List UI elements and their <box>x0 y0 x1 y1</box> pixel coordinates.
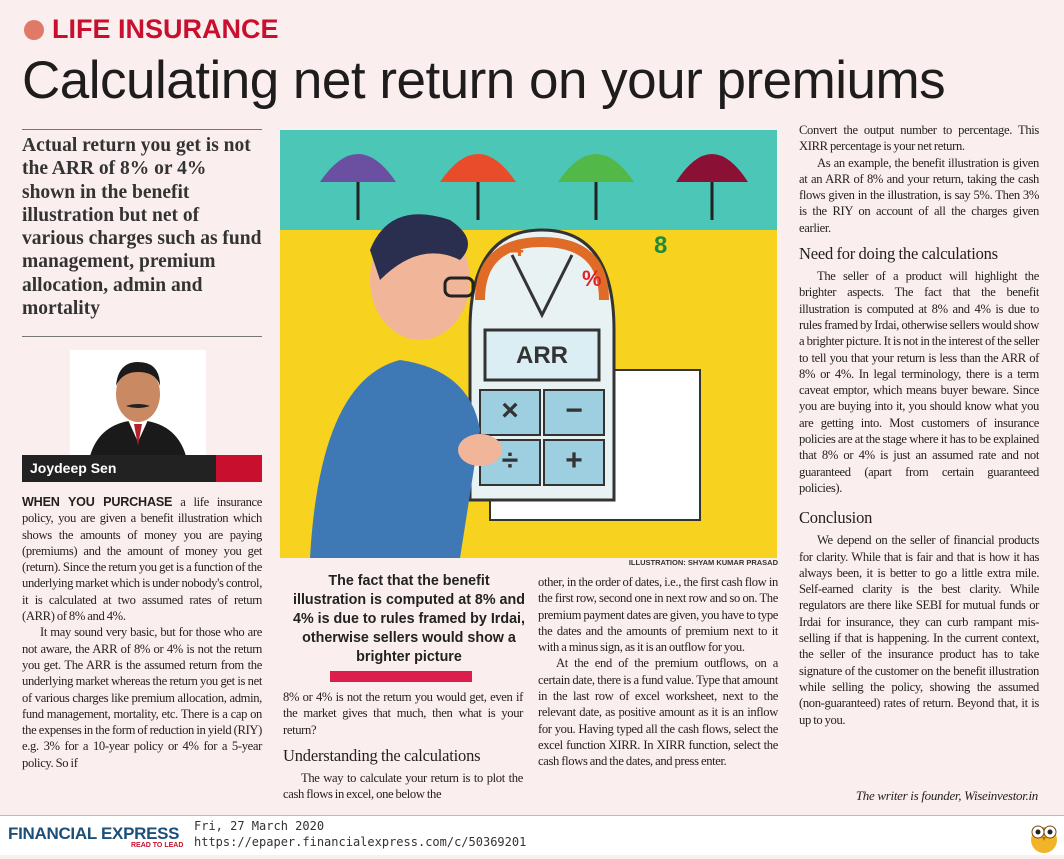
subheading: Need for doing the calculations <box>799 244 998 264</box>
umbrella-icon <box>440 154 516 220</box>
paragraph: We depend on the seller of financial pro… <box>799 533 1039 727</box>
plus-key-icon: + <box>565 444 583 477</box>
footer-meta: Fri, 27 March 2020 https://epaper.financ… <box>194 818 526 850</box>
paragraph: The way to calculate your return is to p… <box>283 770 523 802</box>
paragraph: 8% or 4% is not the return you would get… <box>283 690 523 737</box>
illustration-credit: ILLUSTRATION: SHYAM KUMAR PRASAD <box>628 558 778 567</box>
illustration: 4 8 % ARR × − ÷ + <box>280 130 777 558</box>
gauge-high-label: 8 <box>654 232 668 259</box>
paragraph: It may sound very basic, but for those w… <box>22 625 262 770</box>
divide-key-icon: ÷ <box>501 444 519 477</box>
umbrella-icon <box>320 154 396 220</box>
divider <box>22 129 262 130</box>
paragraph: The seller of a product will highlight t… <box>799 269 1039 495</box>
subheading: Conclusion <box>799 508 873 528</box>
calculator-display: ARR <box>516 342 568 369</box>
paragraph-text: a life insurance policy, you are given a… <box>22 495 263 624</box>
bullet-dot-icon <box>24 19 44 40</box>
minus-key-icon: − <box>565 394 583 427</box>
pull-quote-bar <box>330 671 472 682</box>
paragraph: As an example, the benefit illustration … <box>799 155 1039 235</box>
column-3: other, in the order of dates, i.e., the … <box>538 574 778 770</box>
author-photo <box>70 350 206 456</box>
byline: The writer is founder, Wiseinvestor.in <box>855 788 1038 803</box>
divider <box>22 336 262 337</box>
author-name: Joydeep Sen <box>30 460 117 476</box>
edition-url[interactable]: https://epaper.financialexpress.com/c/50… <box>194 835 527 849</box>
section-kicker: LIFE INSURANCE <box>24 14 279 45</box>
subheading: Understanding the calculations <box>283 745 481 765</box>
standfirst: Actual return you get is not the ARR of … <box>22 135 262 320</box>
column-4: Convert the output number to percentage.… <box>799 122 1039 728</box>
paragraph: WHEN YOU PURCHASE a life insurance polic… <box>22 494 262 624</box>
lead-in: WHEN YOU PURCHASE <box>22 495 173 509</box>
paragraph: Convert the output number to percentage.… <box>799 123 1039 154</box>
percent-symbol: % <box>582 266 602 291</box>
edition-date: Fri, 27 March 2020 <box>194 819 325 833</box>
footer <box>0 815 1064 855</box>
column-2: 8% or 4% is not the return you would get… <box>283 689 523 802</box>
paragraph: At the end of the premium outflows, on a… <box>538 656 778 769</box>
multiply-key-icon: × <box>501 394 519 427</box>
owl-mascot-icon[interactable] <box>1028 818 1060 859</box>
pull-quote: The fact that the benefit illustration i… <box>293 573 525 665</box>
brand-logo: FINANCIAL EXPRESS <box>8 824 180 843</box>
column-1: WHEN YOU PURCHASE a life insurance polic… <box>22 494 262 771</box>
umbrella-icon <box>676 154 748 220</box>
gauge-low-label: 4 <box>510 235 524 262</box>
author-name-bar: Joydeep Sen <box>22 455 262 482</box>
headline: Calculating net return on your premiums <box>22 51 946 110</box>
brand-tagline: READ TO LEAD <box>131 842 184 849</box>
paragraph: other, in the order of dates, i.e., the … <box>538 575 778 655</box>
section-label: LIFE INSURANCE <box>52 14 279 44</box>
umbrella-icon <box>558 154 634 220</box>
